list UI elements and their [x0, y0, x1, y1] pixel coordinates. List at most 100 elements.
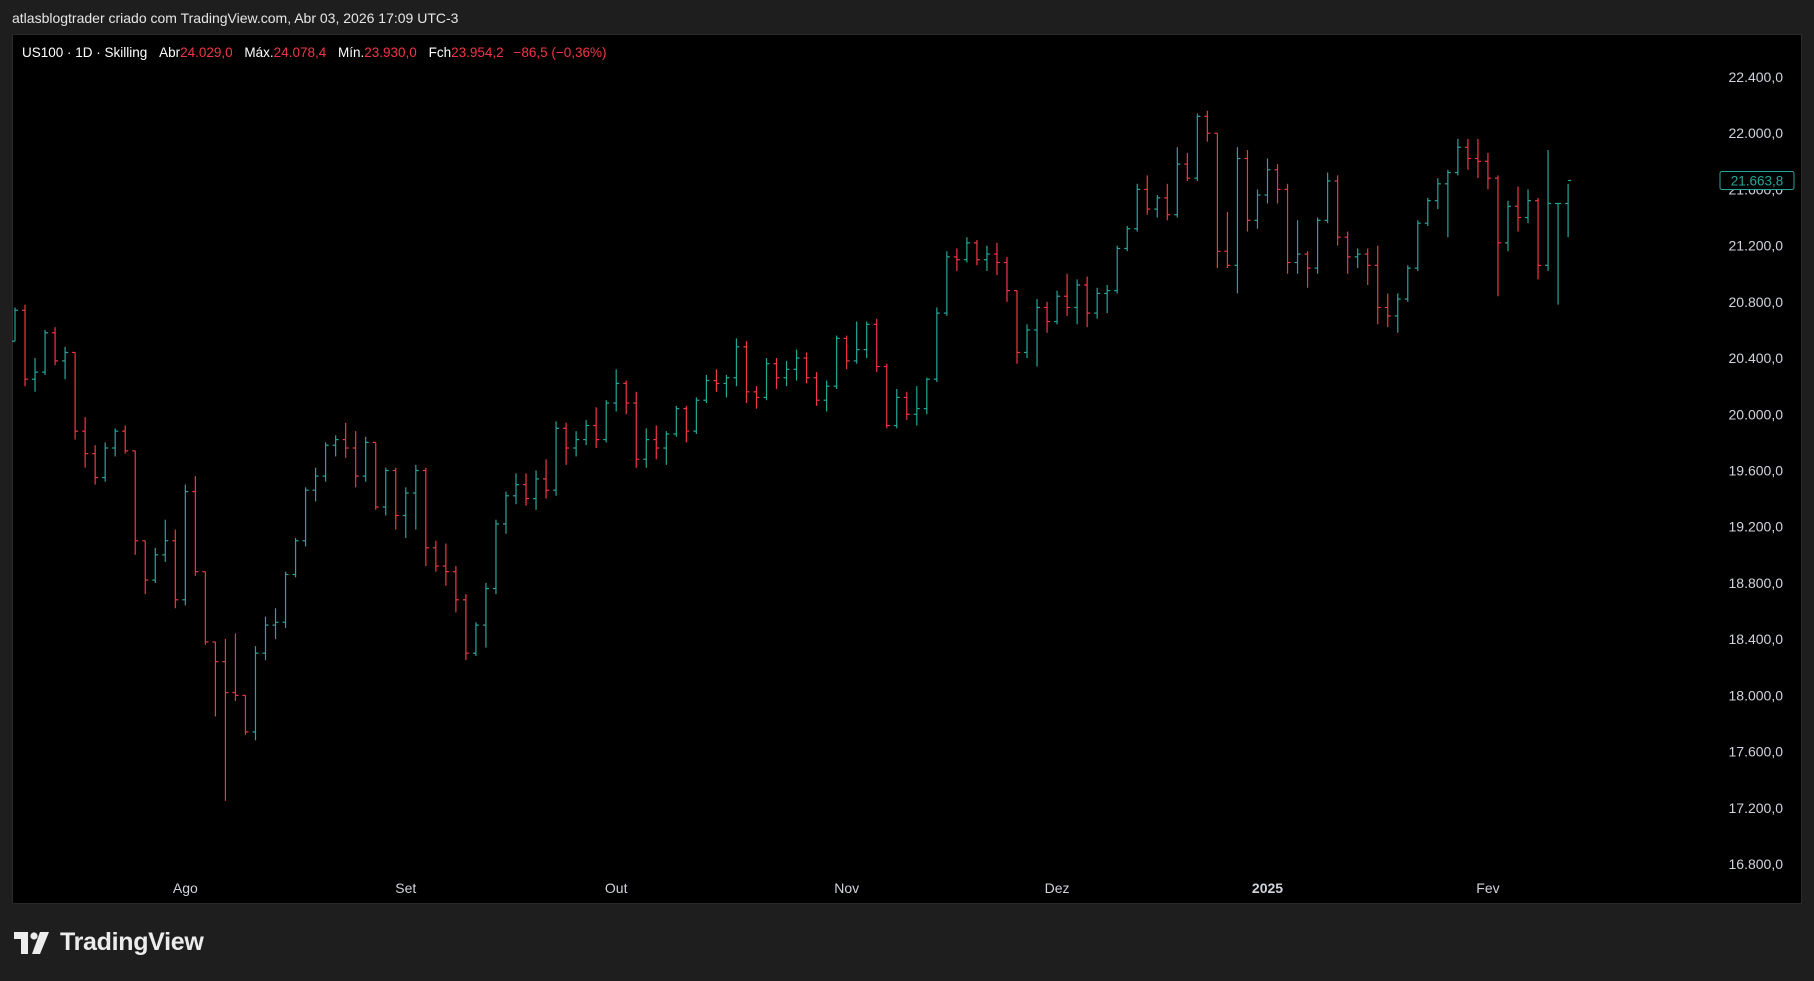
ohlc-bar[interactable] — [1064, 273, 1071, 316]
ohlc-bar[interactable] — [1264, 158, 1271, 204]
ohlc-bar[interactable] — [1114, 245, 1121, 294]
ohlc-bar[interactable] — [1204, 110, 1211, 142]
ohlc-bar[interactable] — [1224, 211, 1231, 269]
ohlc-bar[interactable] — [1314, 217, 1321, 274]
ohlc-bar[interactable] — [563, 422, 570, 465]
ohlc-bar[interactable] — [1324, 172, 1331, 224]
ohlc-bar[interactable] — [1424, 197, 1431, 226]
ohlc-bar[interactable] — [192, 476, 199, 576]
ohlc-bar[interactable] — [743, 341, 750, 404]
ohlc-bar[interactable] — [603, 400, 610, 443]
ohlc-bar[interactable] — [1124, 225, 1131, 252]
ohlc-bar[interactable] — [653, 425, 660, 460]
ohlc-bar[interactable] — [1164, 183, 1171, 221]
ohlc-bar[interactable] — [1494, 175, 1501, 297]
ohlc-bar[interactable] — [663, 431, 670, 465]
ohlc-bar[interactable] — [543, 459, 550, 499]
ohlc-bar[interactable] — [1054, 290, 1061, 325]
ohlc-bar[interactable] — [1184, 152, 1191, 181]
ohlc-bar[interactable] — [1535, 197, 1542, 280]
ohlc-bar[interactable] — [1134, 183, 1141, 232]
ohlc-bar[interactable] — [763, 358, 770, 401]
ohlc-bar[interactable] — [1024, 324, 1031, 359]
ohlc-bar[interactable] — [432, 540, 439, 572]
ohlc-bar[interactable] — [853, 321, 860, 364]
ohlc-bar[interactable] — [1444, 169, 1451, 238]
ohlc-bar[interactable] — [1304, 251, 1311, 288]
chart-panel[interactable] — [12, 34, 1802, 904]
ohlc-bar[interactable] — [1434, 178, 1441, 210]
ohlc-bar[interactable] — [983, 245, 990, 271]
ohlc-bar[interactable] — [713, 369, 720, 392]
ohlc-bar[interactable] — [182, 484, 189, 606]
ohlc-bar[interactable] — [893, 388, 900, 429]
ohlc-bar[interactable] — [1174, 147, 1181, 218]
ohlc-bar[interactable] — [1454, 138, 1461, 176]
ohlc-bar[interactable] — [903, 391, 910, 420]
ohlc-bar[interactable] — [1274, 164, 1281, 204]
ohlc-bar[interactable] — [643, 428, 650, 468]
ohlc-bar[interactable] — [422, 467, 429, 567]
ohlc-bar[interactable] — [292, 537, 299, 578]
ohlc-bar[interactable] — [673, 405, 680, 437]
ohlc-bar[interactable] — [843, 335, 850, 370]
ohlc-bar[interactable] — [913, 386, 920, 426]
ohlc-bar[interactable] — [523, 473, 530, 506]
ohlc-bar[interactable] — [122, 425, 129, 454]
ohlc-bar[interactable] — [112, 428, 119, 457]
ohlc-bar[interactable] — [793, 349, 800, 381]
ohlc-bar[interactable] — [152, 547, 159, 583]
ohlc-bar[interactable] — [973, 240, 980, 266]
ohlc-bar[interactable] — [933, 307, 940, 382]
ohlc-bar[interactable] — [693, 397, 700, 434]
ohlc-bar[interactable] — [372, 441, 379, 510]
ohlc-bar[interactable] — [1364, 248, 1371, 285]
ohlc-bar[interactable] — [1334, 175, 1341, 246]
ohlc-bar[interactable] — [1515, 186, 1521, 232]
ohlc-bar[interactable] — [633, 391, 640, 468]
ohlc-bar[interactable] — [1565, 179, 1572, 238]
ohlc-bar[interactable] — [232, 633, 239, 701]
ohlc-bar[interactable] — [1294, 220, 1301, 274]
ohlc-bar[interactable] — [1034, 299, 1041, 367]
ohlc-bar[interactable] — [412, 464, 419, 530]
ohlc-bar[interactable] — [212, 641, 219, 717]
ohlc-bar[interactable] — [883, 363, 890, 429]
ohlc-bar[interactable] — [873, 318, 880, 373]
ohlc-bar[interactable] — [62, 346, 69, 380]
ohlc-bar[interactable] — [162, 519, 169, 562]
ohlc-bar[interactable] — [683, 405, 690, 443]
ohlc-bar[interactable] — [102, 442, 109, 482]
ohlc-bar[interactable] — [72, 351, 79, 440]
ohlc-bar[interactable] — [803, 352, 810, 384]
ohlc-bar[interactable] — [352, 431, 359, 488]
ohlc-bar[interactable] — [863, 321, 870, 359]
ohlc-bar[interactable] — [92, 445, 99, 485]
ohlc-bar[interactable] — [1414, 220, 1421, 271]
ohlc-bar[interactable] — [302, 487, 309, 547]
ohlc-bar[interactable] — [573, 431, 580, 457]
ohlc-bar[interactable] — [252, 646, 259, 741]
ohlc-bar[interactable] — [202, 571, 209, 645]
ohlc-bar[interactable] — [272, 608, 279, 640]
ohlc-bar[interactable] — [1474, 138, 1481, 179]
ohlc-bar[interactable] — [382, 467, 389, 516]
ohlc-bar[interactable] — [1144, 175, 1151, 215]
ohlc-bar[interactable] — [943, 251, 950, 316]
ohlc-bar[interactable] — [533, 470, 540, 510]
ohlc-bar[interactable] — [82, 417, 89, 468]
ohlc-bar[interactable] — [1384, 293, 1391, 328]
ohlc-bar[interactable] — [1374, 245, 1381, 325]
ohlc-bar[interactable] — [262, 616, 269, 661]
ohlc-bar[interactable] — [1525, 189, 1532, 224]
ohlc-bar[interactable] — [833, 335, 840, 389]
ohlc-bar[interactable] — [482, 582, 489, 648]
ohlc-bar[interactable] — [963, 237, 970, 263]
ohlc-bar[interactable] — [1074, 279, 1081, 325]
ohlc-bar[interactable] — [723, 374, 730, 398]
ohlc-bar[interactable] — [1084, 276, 1091, 328]
ohlc-bar[interactable] — [583, 419, 590, 446]
ohlc-bar[interactable] — [923, 377, 930, 415]
ohlc-bar[interactable] — [362, 436, 369, 482]
ohlc-bar[interactable] — [402, 487, 409, 538]
